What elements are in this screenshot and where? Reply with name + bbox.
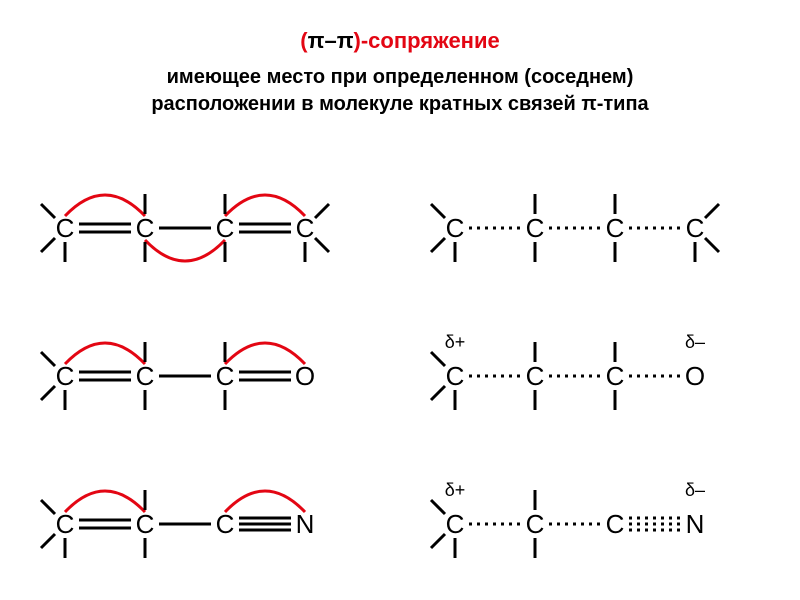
atom-label: C xyxy=(526,213,545,243)
partial-charge: δ– xyxy=(685,480,705,500)
atom-label: C xyxy=(446,509,465,539)
title-open-paren: ( xyxy=(300,28,307,53)
structure-svg: C C C Oδ+ δ– xyxy=(415,306,775,426)
atom-label: C xyxy=(606,509,625,539)
conjugation-arc xyxy=(65,343,145,364)
substituent-bond xyxy=(41,500,55,514)
atom-label: C xyxy=(56,213,75,243)
title-close-paren: ) xyxy=(354,28,361,53)
page: (π–π)-сопряжение имеющее место при опред… xyxy=(0,28,800,600)
substituent-bond xyxy=(705,204,719,218)
structure-cccc-left: CCCC xyxy=(25,158,385,278)
substituent-bond xyxy=(41,386,55,400)
substituent-bond xyxy=(315,204,329,218)
conjugation-arc xyxy=(65,195,145,216)
atom-label: C xyxy=(526,361,545,391)
structure-svg: CCCO xyxy=(25,306,385,426)
structure-svg: C C C Nδ+ δ– xyxy=(415,454,775,574)
atom-label: C xyxy=(526,509,545,539)
atom-label: C xyxy=(136,361,155,391)
subtitle-line2: расположении в молекуле кратных связей π… xyxy=(0,91,800,118)
structure-cccn-right: C C C Nδ+ δ– xyxy=(415,454,775,574)
structure-svg: CCCN xyxy=(25,454,385,574)
partial-charge: δ– xyxy=(685,332,705,352)
atom-label: C xyxy=(136,509,155,539)
atom-label: N xyxy=(296,509,315,539)
substituent-bond xyxy=(431,352,445,366)
structure-ccco-right: C C C Oδ+ δ– xyxy=(415,306,775,426)
structure-cccn-left: CCCN xyxy=(25,454,385,574)
substituent-bond xyxy=(41,352,55,366)
title-tail: -сопряжение xyxy=(361,28,500,53)
conjugation-arc xyxy=(65,491,145,512)
substituent-bond xyxy=(431,238,445,252)
atom-label: C xyxy=(216,361,235,391)
atom-label: C xyxy=(606,361,625,391)
substituent-bond xyxy=(431,534,445,548)
conjugation-arc xyxy=(225,195,305,216)
structure-svg: CCCC xyxy=(415,158,775,278)
atom-label: O xyxy=(295,361,315,391)
structure-ccco-left: CCCO xyxy=(25,306,385,426)
substituent-bond xyxy=(705,238,719,252)
substituent-bond xyxy=(41,204,55,218)
atom-label: C xyxy=(136,213,155,243)
atom-label: C xyxy=(446,361,465,391)
atom-label: N xyxy=(686,509,705,539)
title-dash: – xyxy=(324,28,336,53)
partial-charge: δ+ xyxy=(445,332,466,352)
substituent-bond xyxy=(41,534,55,548)
structure-cccc-right: CCCC xyxy=(415,158,775,278)
substituent-bond xyxy=(41,238,55,252)
title-pi1: π xyxy=(308,28,325,53)
structure-svg: CCCC xyxy=(25,158,385,278)
substituent-bond xyxy=(431,204,445,218)
subtitle-line1: имеющее место при определенном (соседнем… xyxy=(0,64,800,91)
title-pi2: π xyxy=(337,28,354,53)
page-title: (π–π)-сопряжение xyxy=(0,28,800,54)
atom-label: C xyxy=(216,509,235,539)
structures-grid: C C C C C C C C C C C O C C C Oδ+ δ– C C C N C C C Nδ+ δ– xyxy=(25,158,775,574)
substituent-bond xyxy=(431,500,445,514)
atom-label: C xyxy=(686,213,705,243)
atom-label: C xyxy=(56,361,75,391)
atom-label: C xyxy=(606,213,625,243)
atom-label: C xyxy=(296,213,315,243)
partial-charge: δ+ xyxy=(445,480,466,500)
substituent-bond xyxy=(315,238,329,252)
atom-label: C xyxy=(216,213,235,243)
conjugation-arc xyxy=(145,240,225,261)
atom-label: C xyxy=(446,213,465,243)
atom-label: O xyxy=(685,361,705,391)
subtitle: имеющее место при определенном (соседнем… xyxy=(0,64,800,118)
conjugation-arc xyxy=(225,491,305,512)
conjugation-arc xyxy=(225,343,305,364)
atom-label: C xyxy=(56,509,75,539)
substituent-bond xyxy=(431,386,445,400)
